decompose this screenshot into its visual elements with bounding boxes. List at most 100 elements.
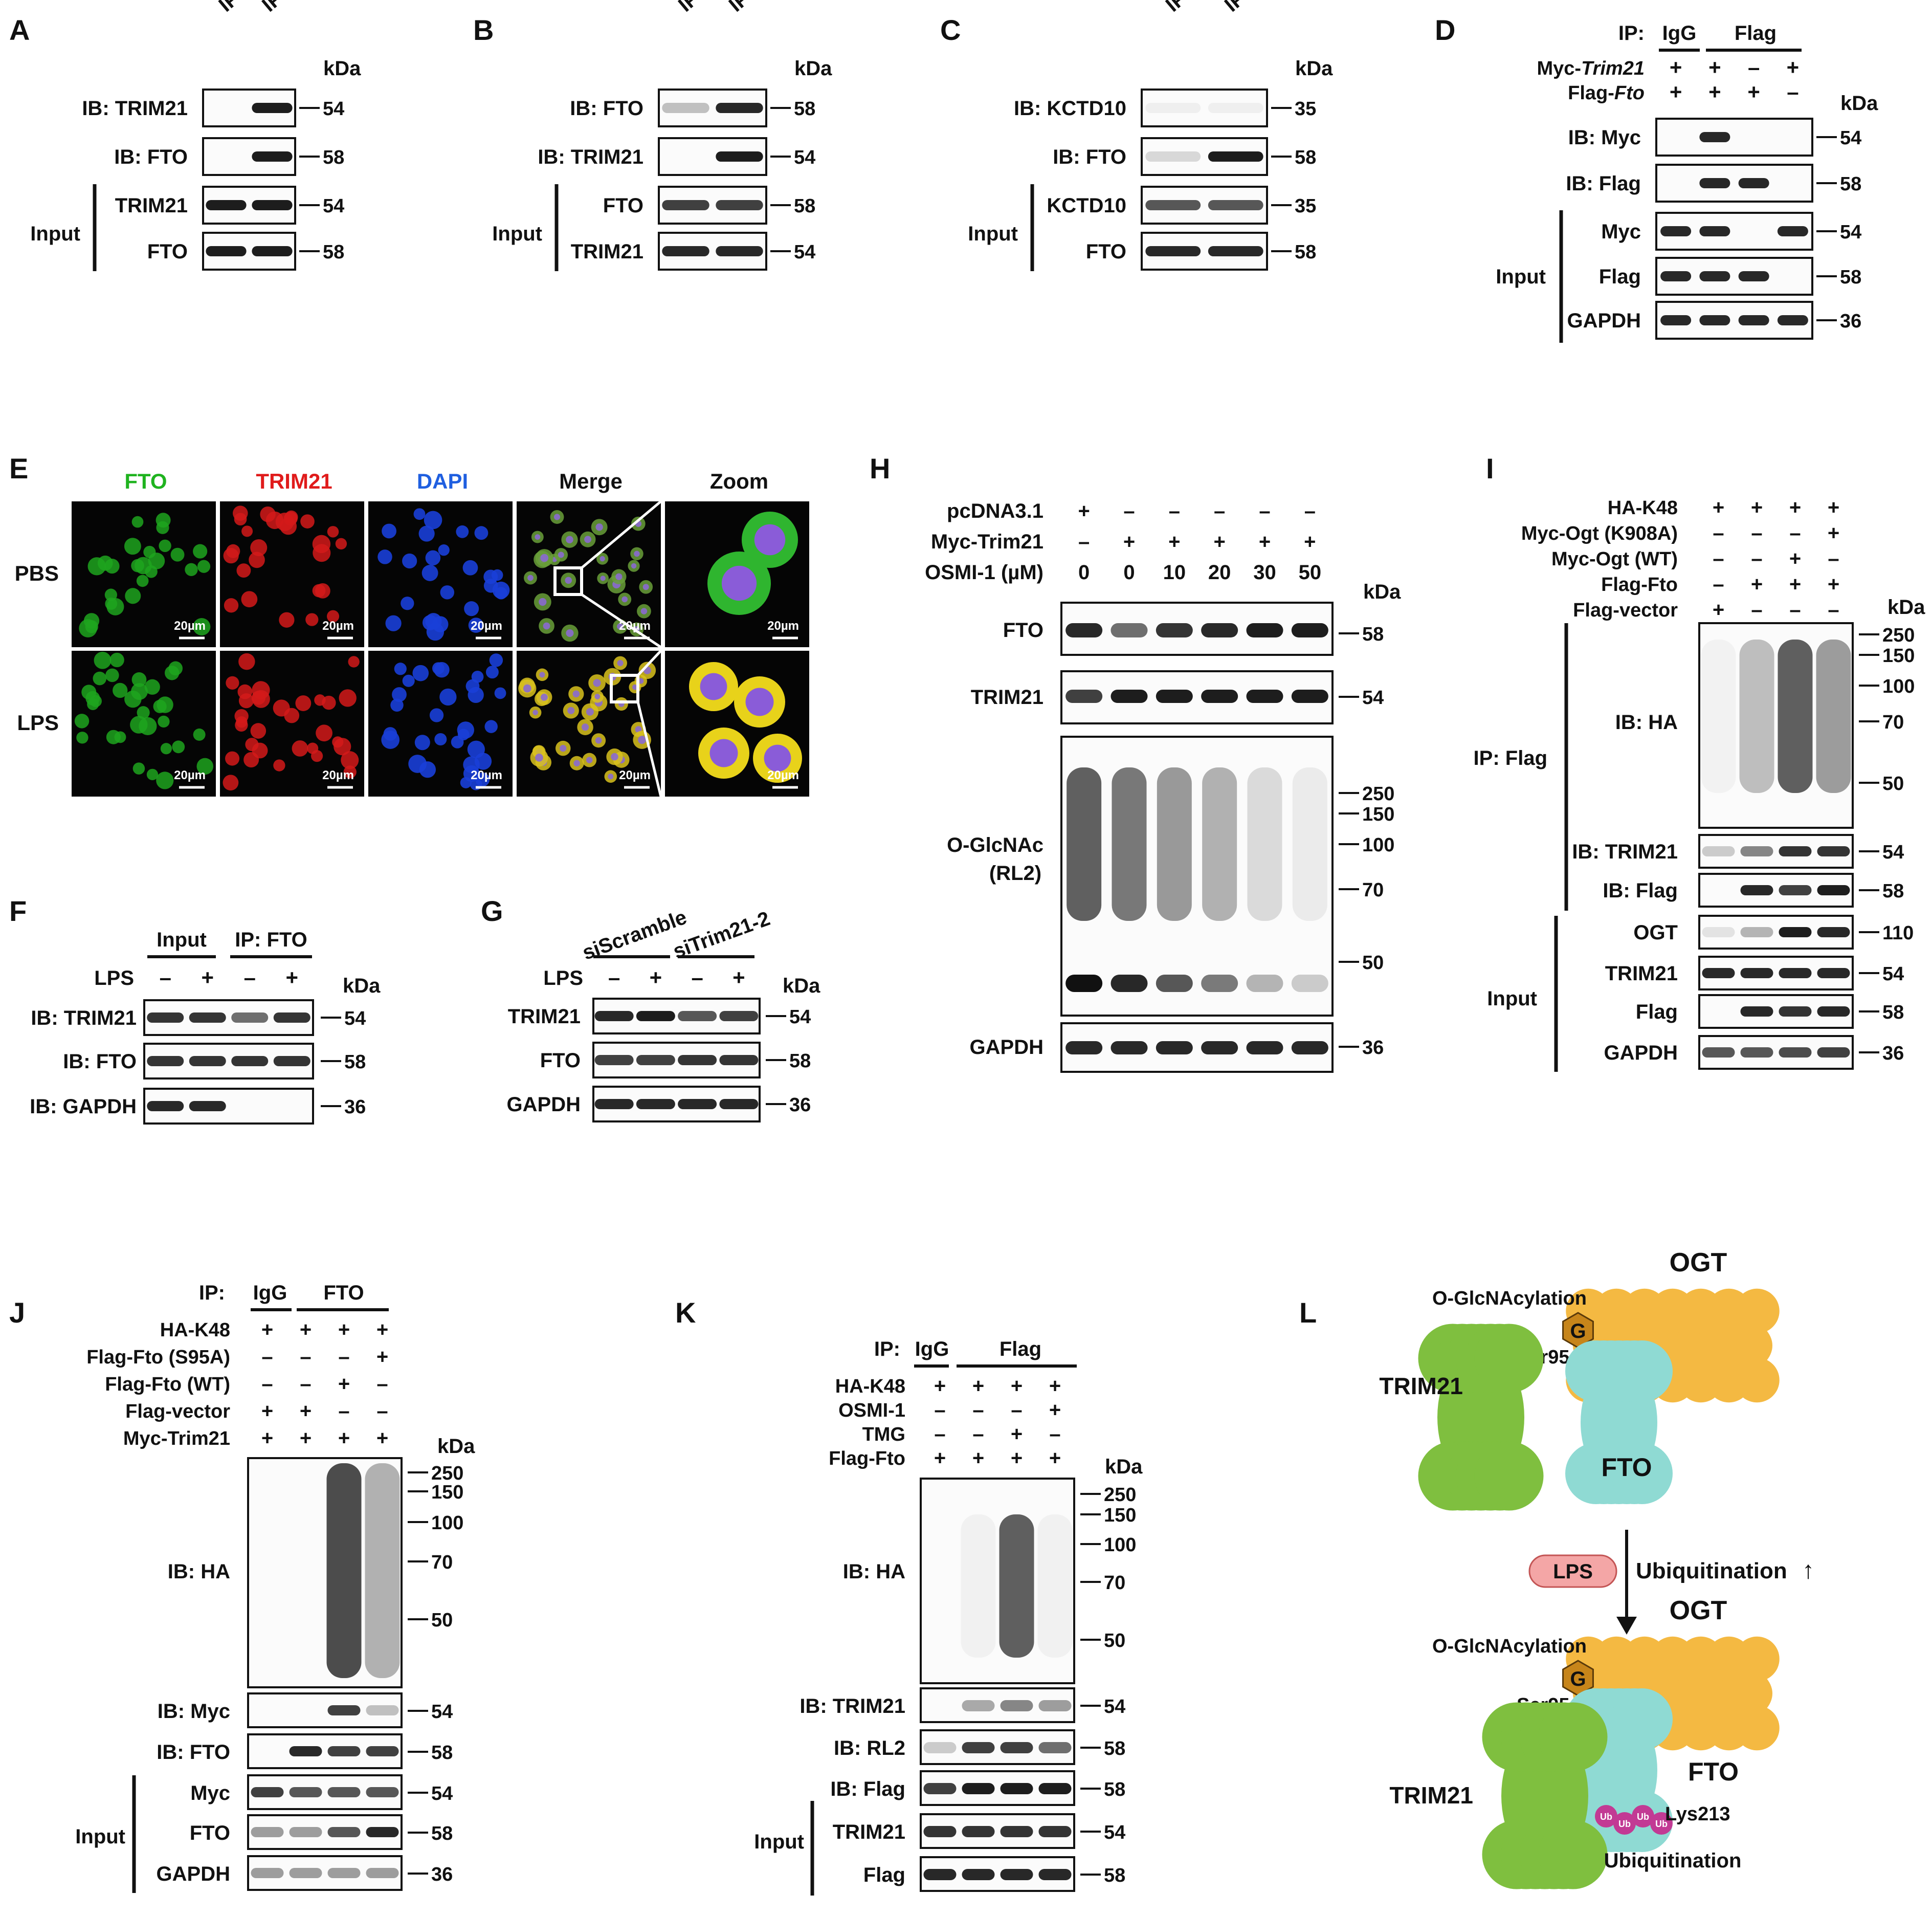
- band: [206, 246, 247, 256]
- band: [1111, 690, 1148, 703]
- condition-sign: –: [1259, 500, 1270, 522]
- mw-label: 54: [789, 1006, 811, 1028]
- input-label: Input: [75, 1825, 125, 1848]
- band: [1208, 151, 1263, 162]
- band: [1740, 846, 1773, 856]
- smear: [1112, 767, 1147, 921]
- band: [252, 151, 293, 162]
- cell: [485, 666, 499, 679]
- mw-label: 50: [1362, 952, 1384, 974]
- cell-nucleus: [566, 536, 573, 544]
- condition-sign: +: [338, 1427, 350, 1449]
- band: [1817, 846, 1850, 856]
- band: [1702, 968, 1735, 978]
- mw-label: 58: [431, 1742, 453, 1764]
- cell: [322, 695, 336, 710]
- condition-sign: –: [376, 1373, 388, 1395]
- cell: [489, 653, 503, 667]
- mw-label: 54: [323, 195, 344, 217]
- cell: [109, 652, 124, 668]
- band: [1000, 1742, 1033, 1753]
- cell: [193, 544, 208, 559]
- cell: [113, 682, 128, 698]
- condition-sign: –: [1751, 547, 1762, 570]
- mw-label: 70: [431, 1552, 453, 1573]
- condition-sign: +: [1011, 1423, 1023, 1445]
- ogt-label: OGT: [1670, 1596, 1727, 1625]
- band: [1738, 271, 1769, 281]
- mw-label: 58: [794, 98, 815, 120]
- column-header: FTO: [124, 469, 167, 493]
- row-label: O-GlcNAc: [947, 834, 1043, 856]
- zoom-box: [610, 674, 639, 703]
- band: [251, 1827, 284, 1837]
- cell: [157, 696, 173, 713]
- smear: [1247, 767, 1282, 921]
- band: [962, 1869, 995, 1880]
- condition-label: HA-K48: [160, 1319, 230, 1341]
- band: [1000, 1700, 1033, 1711]
- lane-header: IP: FTO: [258, 0, 328, 16]
- cell-nucleus: [543, 622, 550, 630]
- band: [147, 1056, 184, 1066]
- cell-nucleus: [617, 623, 624, 630]
- cell-nucleus: [535, 534, 541, 540]
- mw-label: 54: [1104, 1822, 1125, 1843]
- band: [1065, 975, 1103, 992]
- ip-group: IgG: [1662, 22, 1697, 45]
- trim21-shape: [1418, 1324, 1544, 1511]
- band: [366, 1827, 399, 1837]
- mw-label: 36: [431, 1864, 453, 1885]
- band: [594, 1055, 634, 1065]
- mw-label: 250: [431, 1463, 463, 1484]
- row-label: IB: RL2: [834, 1737, 905, 1759]
- band: [923, 1826, 957, 1837]
- band: [1156, 690, 1193, 703]
- mw-label: 36: [1362, 1037, 1384, 1059]
- band: [1201, 623, 1238, 637]
- blot-row: [920, 1478, 1075, 1684]
- row-label: IB: FTO: [114, 146, 188, 168]
- smear: [1292, 767, 1327, 921]
- cell: [421, 565, 438, 581]
- band: [1702, 927, 1735, 937]
- band: [678, 1011, 717, 1021]
- cell-nucleus: [535, 753, 543, 762]
- row-label: TRIM21: [571, 240, 643, 263]
- band: [1111, 623, 1148, 637]
- cell: [81, 685, 97, 700]
- blot-row: [1060, 670, 1334, 724]
- panel-letter: F: [9, 895, 27, 927]
- condition-sign: +: [934, 1447, 946, 1469]
- band: [1817, 1047, 1850, 1058]
- band: [289, 1827, 322, 1837]
- condition-sign: +: [376, 1346, 388, 1368]
- cell-nucleus: [573, 760, 580, 767]
- condition-sign: +: [1304, 531, 1316, 553]
- mw-label: 58: [1882, 880, 1904, 902]
- mw-label: 250: [1882, 625, 1915, 646]
- cell: [439, 688, 457, 706]
- row-header: PBS: [15, 561, 59, 585]
- band: [1145, 103, 1201, 113]
- input-label: Input: [30, 223, 80, 245]
- condition-sign: 0: [1123, 561, 1135, 584]
- band: [147, 1012, 184, 1023]
- band: [1246, 975, 1283, 992]
- cell: [236, 716, 248, 728]
- band: [1702, 846, 1735, 856]
- mw-label: 50: [1104, 1630, 1125, 1651]
- band: [1291, 623, 1328, 637]
- cell-nucleus: [621, 596, 628, 603]
- ubiquitin-label: Ub: [1655, 1819, 1668, 1829]
- condition-sign: –: [934, 1423, 945, 1445]
- cell: [460, 777, 472, 788]
- band: [1740, 1047, 1773, 1058]
- cell: [172, 740, 185, 754]
- band: [1660, 315, 1692, 325]
- cell: [234, 513, 247, 526]
- glcnac-letter: G: [1570, 1320, 1586, 1342]
- condition-sign: +: [972, 1447, 984, 1469]
- condition-sign: +: [1049, 1399, 1061, 1421]
- cell: [130, 716, 148, 734]
